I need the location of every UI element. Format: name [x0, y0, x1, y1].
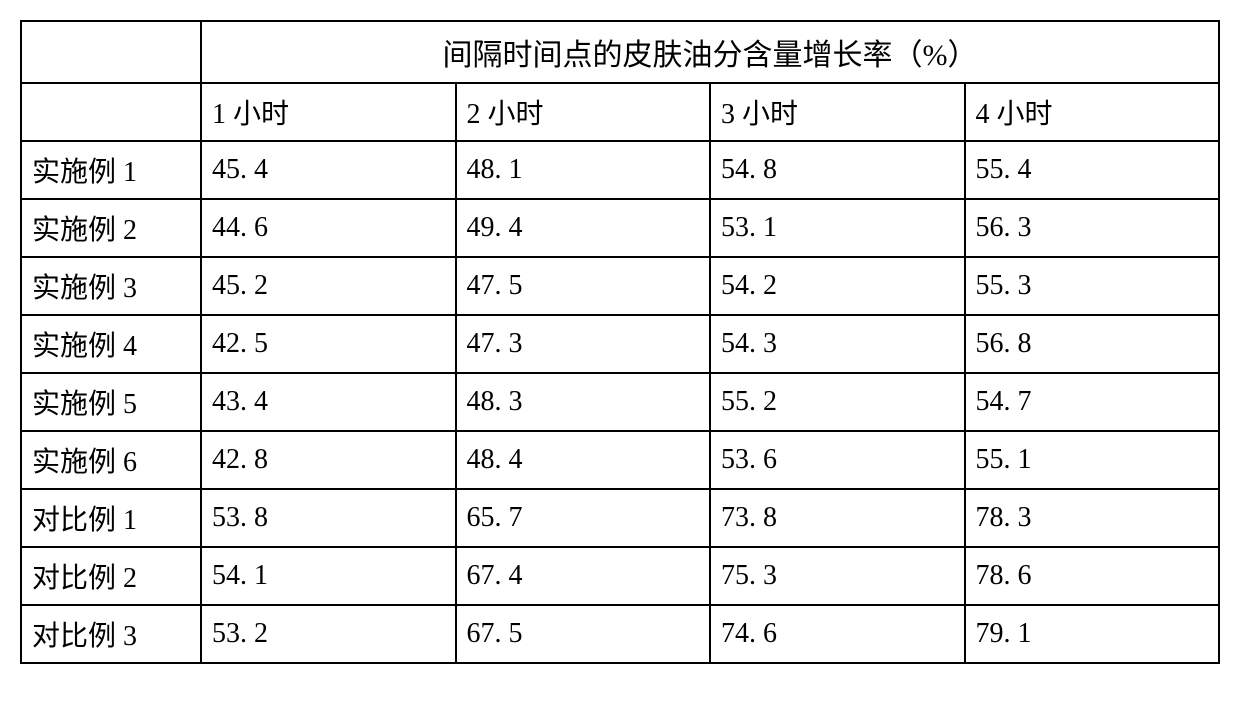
cell-value: 65. 7	[456, 489, 711, 547]
cell-value: 78. 6	[965, 547, 1220, 605]
cell-value: 53. 8	[201, 489, 456, 547]
cell-value: 73. 8	[710, 489, 965, 547]
cell-value: 55. 3	[965, 257, 1220, 315]
row-label: 实施例 1	[21, 141, 201, 199]
cell-value: 49. 4	[456, 199, 711, 257]
cell-value: 55. 2	[710, 373, 965, 431]
cell-value: 75. 3	[710, 547, 965, 605]
cell-value: 53. 6	[710, 431, 965, 489]
cell-value: 54. 7	[965, 373, 1220, 431]
cell-value: 47. 3	[456, 315, 711, 373]
table-title: 间隔时间点的皮肤油分含量增长率（%）	[201, 21, 1219, 83]
row-label: 实施例 5	[21, 373, 201, 431]
cell-value: 54. 3	[710, 315, 965, 373]
table-row: 实施例 4 42. 5 47. 3 54. 3 56. 8	[21, 315, 1219, 373]
table-row: 实施例 2 44. 6 49. 4 53. 1 56. 3	[21, 199, 1219, 257]
row-label: 实施例 4	[21, 315, 201, 373]
data-table: 间隔时间点的皮肤油分含量增长率（%） 1 小时 2 小时 3 小时 4 小时 实…	[20, 20, 1220, 664]
cell-value: 55. 1	[965, 431, 1220, 489]
cell-value: 48. 4	[456, 431, 711, 489]
cell-value: 74. 6	[710, 605, 965, 663]
cell-value: 45. 2	[201, 257, 456, 315]
row-label: 实施例 6	[21, 431, 201, 489]
cell-value: 55. 4	[965, 141, 1220, 199]
column-header: 2 小时	[456, 83, 711, 141]
column-header: 3 小时	[710, 83, 965, 141]
table-row: 对比例 3 53. 2 67. 5 74. 6 79. 1	[21, 605, 1219, 663]
cell-value: 47. 5	[456, 257, 711, 315]
cell-value: 42. 5	[201, 315, 456, 373]
cell-value: 56. 8	[965, 315, 1220, 373]
cell-value: 79. 1	[965, 605, 1220, 663]
cell-value: 44. 6	[201, 199, 456, 257]
column-header: 1 小时	[201, 83, 456, 141]
cell-value: 48. 1	[456, 141, 711, 199]
row-label: 对比例 1	[21, 489, 201, 547]
table-row: 实施例 5 43. 4 48. 3 55. 2 54. 7	[21, 373, 1219, 431]
cell-value: 42. 8	[201, 431, 456, 489]
cell-value: 53. 1	[710, 199, 965, 257]
cell-value: 53. 2	[201, 605, 456, 663]
column-header: 4 小时	[965, 83, 1220, 141]
table-row: 实施例 3 45. 2 47. 5 54. 2 55. 3	[21, 257, 1219, 315]
empty-subheader-cell	[21, 83, 201, 141]
cell-value: 43. 4	[201, 373, 456, 431]
row-label: 对比例 2	[21, 547, 201, 605]
cell-value: 54. 8	[710, 141, 965, 199]
table-row: 对比例 2 54. 1 67. 4 75. 3 78. 6	[21, 547, 1219, 605]
cell-value: 67. 4	[456, 547, 711, 605]
cell-value: 78. 3	[965, 489, 1220, 547]
row-label: 对比例 3	[21, 605, 201, 663]
column-header-row: 1 小时 2 小时 3 小时 4 小时	[21, 83, 1219, 141]
cell-value: 54. 1	[201, 547, 456, 605]
cell-value: 54. 2	[710, 257, 965, 315]
row-label: 实施例 3	[21, 257, 201, 315]
empty-header-cell	[21, 21, 201, 83]
row-label: 实施例 2	[21, 199, 201, 257]
table-row: 对比例 1 53. 8 65. 7 73. 8 78. 3	[21, 489, 1219, 547]
cell-value: 56. 3	[965, 199, 1220, 257]
cell-value: 67. 5	[456, 605, 711, 663]
title-row: 间隔时间点的皮肤油分含量增长率（%）	[21, 21, 1219, 83]
table-row: 实施例 1 45. 4 48. 1 54. 8 55. 4	[21, 141, 1219, 199]
cell-value: 45. 4	[201, 141, 456, 199]
cell-value: 48. 3	[456, 373, 711, 431]
table-row: 实施例 6 42. 8 48. 4 53. 6 55. 1	[21, 431, 1219, 489]
